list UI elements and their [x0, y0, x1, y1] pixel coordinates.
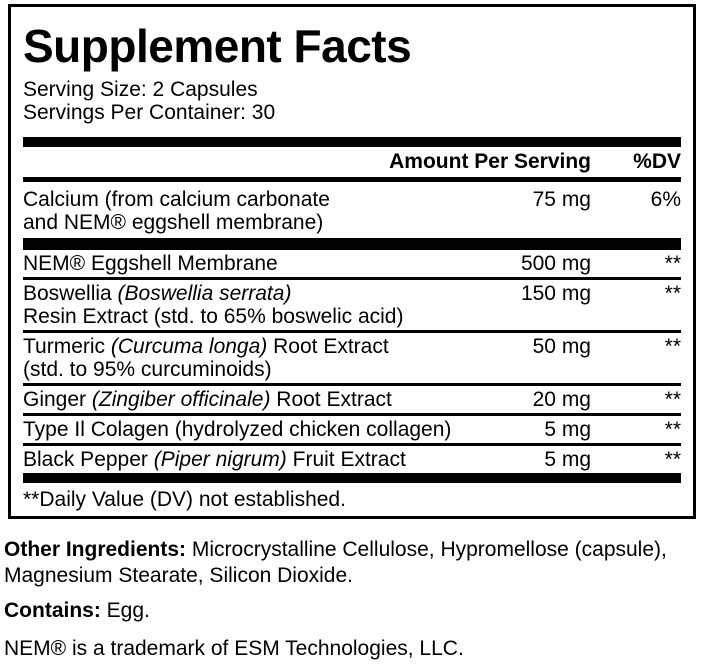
ingredient-dv: **	[664, 388, 681, 411]
ingredient-dv: 6%	[650, 188, 681, 211]
ingredient-amount: 20 mg	[532, 388, 591, 411]
ingredient-name: Black Pepper (Piper nigrum) Fruit Extrac…	[23, 448, 481, 471]
ingredient-name-suffix: Root Extract	[267, 335, 389, 358]
ingredient-name-text: Ginger	[23, 388, 92, 411]
row-separator	[23, 330, 681, 333]
ingredient-amount: 500 mg	[520, 252, 591, 275]
daily-value-footnote: **Daily Value (DV) not established.	[23, 488, 346, 511]
ingredient-name: NEM® Eggshell Membrane	[23, 252, 481, 275]
ingredient-row-nem-eggshell-membrane: NEM® Eggshell Membrane 500 mg **	[23, 250, 681, 277]
ingredient-name-text: Turmeric	[23, 335, 111, 358]
column-header-row: Amount Per Serving %DV	[23, 147, 681, 177]
ingredient-row-calcium: Calcium (from calcium carbonate and NEM®…	[23, 182, 681, 238]
ingredient-name-text: Black Pepper	[23, 448, 154, 471]
label-footer: Other Ingredients: Microcrystalline Cell…	[4, 537, 699, 660]
ingredient-name: Type Il Colagen (hydrolyzed chicken coll…	[23, 418, 481, 441]
servings-per-container: Servings Per Container: 30	[23, 101, 276, 124]
ingredient-row-turmeric: Turmeric (Curcuma longa) Root Extract (s…	[23, 333, 681, 383]
trademark-note: NEM® is a trademark of ESM Technologies,…	[4, 637, 464, 660]
ingredient-name-text: Type Il Colagen (hydrolyzed chicken coll…	[23, 418, 452, 441]
other-ingredients-label: Other Ingredients:	[4, 538, 187, 561]
ingredient-name-latin: (Piper nigrum)	[153, 448, 287, 471]
ingredient-amount: 50 mg	[532, 335, 591, 358]
top-divider-bar	[23, 137, 681, 147]
header-underline-bar	[23, 177, 681, 182]
ingredient-row-boswellia: Boswellia (Boswellia serrata) Resin Extr…	[23, 280, 681, 330]
ingredient-name-line2: Resin Extract (std. to 65% boswelic acid…	[23, 305, 404, 328]
ingredient-name: Boswellia (Boswellia serrata) Resin Extr…	[23, 282, 481, 328]
ingredient-name-text: NEM® Eggshell Membrane	[23, 252, 278, 275]
ingredient-name-suffix: Fruit Extract	[286, 448, 406, 471]
ingredient-amount: 5 mg	[544, 448, 591, 471]
ingredient-amount: 5 mg	[544, 418, 591, 441]
ingredient-name-text: Boswellia	[23, 282, 118, 305]
ingredient-name: Calcium (from calcium carbonate and NEM®…	[23, 188, 481, 234]
supplement-facts-panel: Supplement Facts Serving Size: 2 Capsule…	[8, 4, 696, 519]
ingredient-name-latin: (Boswellia serrata)	[117, 282, 292, 305]
other-ingredients: Other Ingredients: Microcrystalline Cell…	[4, 537, 699, 588]
ingredient-name: Ginger (Zingiber officinale) Root Extrac…	[23, 388, 481, 411]
contains-statement: Contains: Egg.	[4, 599, 699, 622]
panel-title: Supplement Facts	[23, 20, 412, 72]
ingredient-name-suffix: Root Extract	[270, 388, 392, 411]
ingredient-name: Turmeric (Curcuma longa) Root Extract (s…	[23, 335, 481, 381]
ingredient-amount: 75 mg	[532, 188, 591, 211]
ingredient-dv: **	[664, 282, 681, 305]
ingredient-dv: **	[664, 448, 681, 471]
ingredient-amount: 150 mg	[520, 282, 591, 305]
contains-text: Egg.	[100, 599, 150, 622]
row-separator	[23, 383, 681, 386]
ingredient-name-line2: (std. to 95% curcuminoids)	[23, 358, 272, 381]
amount-per-serving-header: Amount Per Serving	[389, 150, 591, 173]
ingredient-row-type-ii-collagen: Type Il Colagen (hydrolyzed chicken coll…	[23, 416, 681, 443]
row-separator	[23, 277, 681, 280]
percent-dv-header: %DV	[633, 150, 681, 173]
ingredient-dv: **	[664, 418, 681, 441]
serving-size: Serving Size: 2 Capsules	[23, 78, 258, 101]
group-divider-bar	[23, 238, 681, 250]
ingredient-name-latin: (Curcuma longa)	[110, 335, 268, 358]
ingredient-dv: **	[664, 252, 681, 275]
ingredient-name-line2: and NEM® eggshell membrane)	[23, 211, 324, 234]
other-ingredients-text: Microcrystalline Cellulose, Hypromellose…	[4, 538, 667, 587]
row-separator	[23, 413, 681, 416]
row-separator	[23, 443, 681, 446]
ingredient-dv: **	[664, 335, 681, 358]
ingredient-row-ginger: Ginger (Zingiber officinale) Root Extrac…	[23, 386, 681, 413]
ingredient-name-latin: (Zingiber officinale)	[91, 388, 271, 411]
ingredient-row-black-pepper: Black Pepper (Piper nigrum) Fruit Extrac…	[23, 446, 681, 473]
bottom-divider-bar	[23, 473, 681, 483]
ingredient-name-text: Calcium (from calcium carbonate	[23, 188, 330, 211]
contains-label: Contains:	[4, 599, 101, 622]
